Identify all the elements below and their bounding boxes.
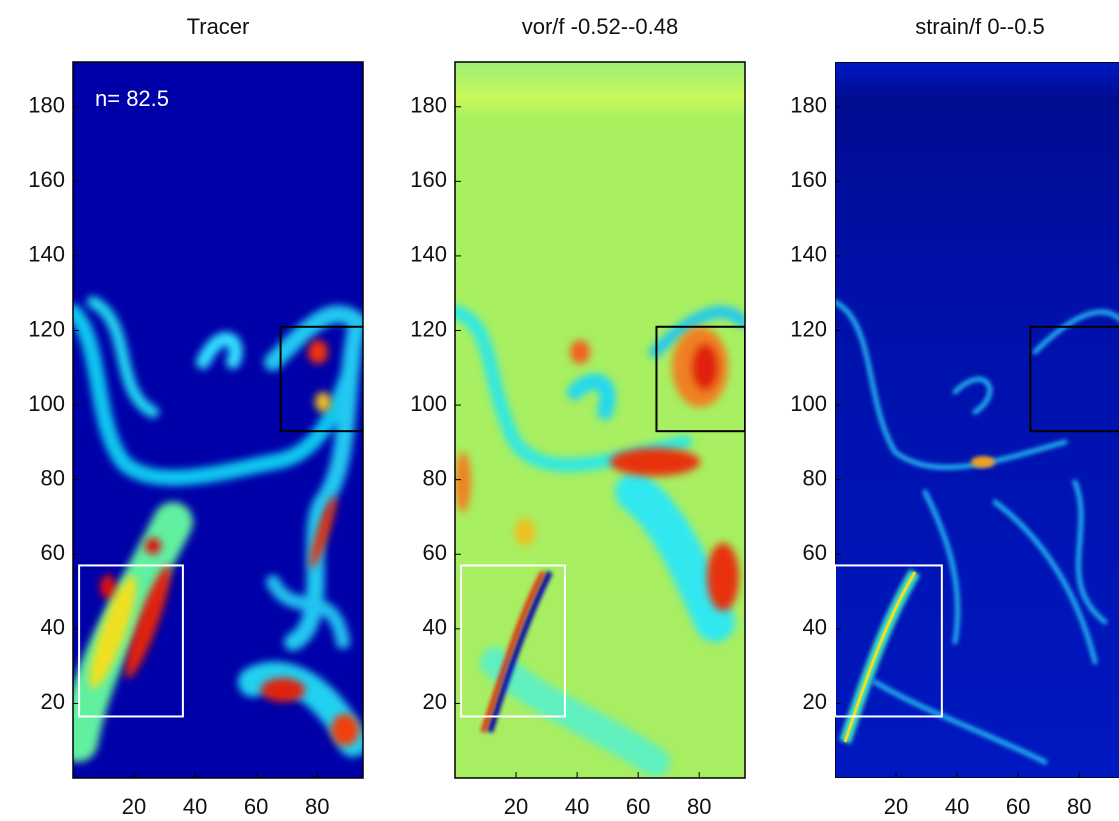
marks	[73, 106, 363, 778]
panel: Tracer n= 82.5 20 40 60 80 100 120 140 160 180 20 40…	[28, 14, 364, 819]
marks	[835, 106, 1119, 778]
y-tick-label: 180	[410, 93, 447, 118]
y-tick-label: 40	[41, 615, 65, 640]
box	[279, 325, 363, 433]
marks	[455, 106, 745, 778]
y-tick-label: 20	[423, 689, 447, 714]
box	[1029, 325, 1119, 433]
annotation: n= 82.5	[95, 86, 169, 111]
y-tick-label: 120	[410, 316, 447, 341]
x-tick-label: 40	[945, 794, 969, 819]
y-tick-label: 140	[410, 242, 447, 267]
y-tick-label: 100	[410, 391, 447, 416]
panel: strain/f 0--0.5 20 40 60 80 100 120 140 160 180 20…	[790, 14, 1119, 819]
y-tick-label: 60	[41, 540, 65, 565]
x-tick-label: 80	[687, 794, 711, 819]
y-tick-label: 100	[28, 391, 65, 416]
panel-title: vor/f -0.52--0.48	[522, 14, 679, 39]
x-tick-label: 60	[626, 794, 650, 819]
y-tick-label: 140	[28, 242, 65, 267]
y-tick-label: 40	[803, 615, 827, 640]
box	[655, 325, 745, 433]
panel: vor/f -0.52--0.48 20 40 60 80 100 120 140 160 180…	[410, 14, 746, 819]
y-tick-label: 160	[28, 167, 65, 192]
x-tick-label: 60	[244, 794, 268, 819]
y-tick-label: 80	[423, 465, 447, 490]
panel-title: Tracer	[187, 14, 250, 39]
y-tick-label: 20	[803, 689, 827, 714]
box	[460, 564, 566, 718]
x-tick-label: 80	[1067, 794, 1091, 819]
y-tick-label: 60	[803, 540, 827, 565]
y-tick-label: 160	[410, 167, 447, 192]
x-tick-label: 40	[565, 794, 589, 819]
y-tick-label: 180	[28, 93, 65, 118]
y-tick-label: 100	[790, 391, 827, 416]
x-tick-label: 40	[183, 794, 207, 819]
panel-title: strain/f 0--0.5	[915, 14, 1045, 39]
y-tick-label: 180	[790, 93, 827, 118]
field	[73, 62, 363, 778]
y-tick-label: 120	[790, 316, 827, 341]
field	[455, 62, 745, 778]
x-tick-label: 80	[305, 794, 329, 819]
field	[835, 62, 1119, 778]
box	[835, 564, 943, 718]
y-tick-label: 160	[790, 167, 827, 192]
y-tick-label: 20	[41, 689, 65, 714]
x-tick-label: 20	[122, 794, 146, 819]
x-tick-label: 20	[884, 794, 908, 819]
y-tick-label: 80	[803, 465, 827, 490]
x-tick-label: 60	[1006, 794, 1030, 819]
y-tick-label: 140	[790, 242, 827, 267]
y-tick-label: 80	[41, 465, 65, 490]
box	[78, 564, 184, 718]
y-tick-label: 120	[28, 316, 65, 341]
y-tick-label: 40	[423, 615, 447, 640]
y-tick-label: 60	[423, 540, 447, 565]
x-tick-label: 20	[504, 794, 528, 819]
